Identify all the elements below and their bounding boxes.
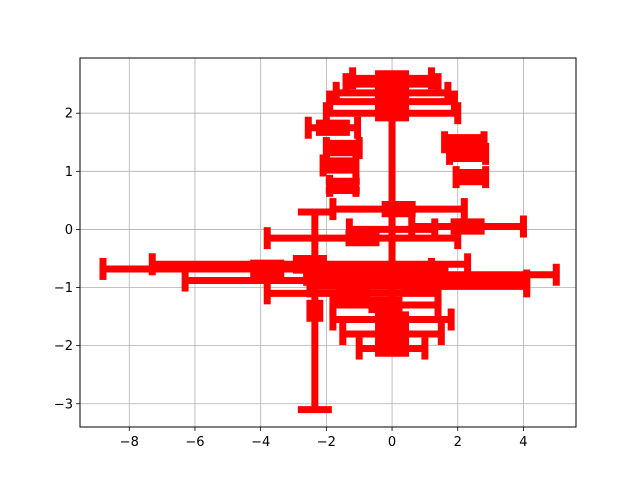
error-bar xyxy=(304,116,362,139)
error-bars xyxy=(99,67,560,414)
x-tick-label: 4 xyxy=(519,435,527,450)
error-bar xyxy=(319,154,360,177)
x-tick-label: −2 xyxy=(317,435,336,450)
error-bar xyxy=(332,81,452,104)
y-tick-label: 1 xyxy=(65,165,73,180)
error-bar xyxy=(446,142,490,165)
x-tick-label: −8 xyxy=(120,435,139,450)
error-bar xyxy=(329,198,468,221)
error-bar xyxy=(297,208,332,414)
error-bar xyxy=(345,109,439,350)
x-tick-label: 0 xyxy=(388,435,396,450)
x-tick-label: 2 xyxy=(454,435,462,450)
y-tick-label: −3 xyxy=(54,397,73,412)
y-tick-label: −1 xyxy=(54,281,73,296)
error-bar xyxy=(325,174,360,197)
y-tick-label: 0 xyxy=(65,223,73,238)
y-tick-label: 2 xyxy=(65,107,73,122)
error-bar xyxy=(99,257,435,280)
ticks: −8 −6 −4 −2 0 2 4 −3 −2 −1 0 1 2 xyxy=(54,107,528,450)
y-tick-label: −2 xyxy=(54,339,73,354)
x-tick-label: −6 xyxy=(185,435,204,450)
error-bar xyxy=(452,166,490,189)
axes-frame xyxy=(79,57,577,428)
x-tick-label: −4 xyxy=(251,435,270,450)
error-bar xyxy=(329,293,442,316)
